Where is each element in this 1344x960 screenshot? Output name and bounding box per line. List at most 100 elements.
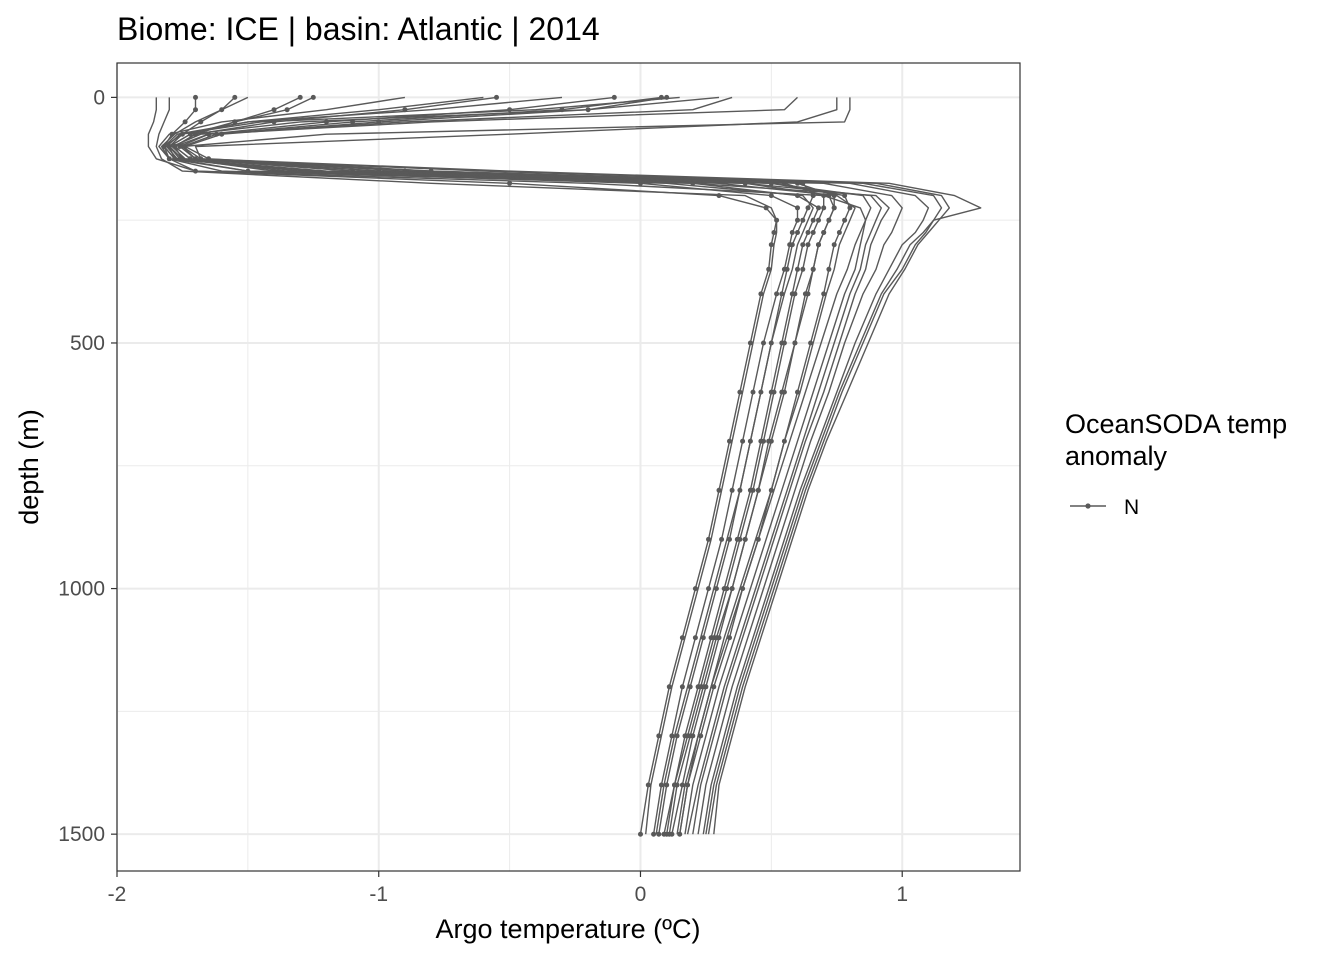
profile-point [747, 340, 753, 346]
x-tick-label: 1 [896, 883, 908, 906]
profile-point [792, 291, 798, 297]
profile-point [716, 487, 722, 493]
profile-point [781, 340, 787, 346]
profile-point [706, 586, 711, 592]
profile-point [826, 266, 832, 272]
y-axis-title: depth (m) [14, 409, 44, 525]
profile-point [679, 782, 685, 788]
profile-point [284, 107, 290, 113]
profile-point [297, 94, 303, 100]
profile-point [656, 831, 662, 837]
profile-point [795, 217, 800, 223]
profile-point [831, 242, 837, 248]
profile-point [795, 389, 800, 395]
x-axis: -2 -1 0 1 [108, 871, 908, 906]
profile-point [740, 438, 746, 444]
profile-point [687, 684, 693, 690]
plot-border [116, 62, 1021, 872]
profile-point [800, 266, 806, 272]
profile-point [805, 242, 811, 248]
profile-line [194, 97, 982, 835]
profile-line [168, 96, 930, 835]
profile-point [774, 291, 780, 297]
profile-point [784, 266, 790, 272]
profile-point [669, 733, 675, 739]
y-tick-label: 500 [70, 332, 105, 355]
profile-point [651, 831, 657, 837]
profile-point [193, 107, 198, 113]
profile-point [182, 119, 188, 125]
profile-point [821, 230, 827, 235]
profile-point [664, 782, 670, 788]
profile-point [847, 205, 853, 211]
profile-point [674, 782, 680, 788]
profile-point [658, 782, 664, 788]
legend-title-line-2: anomaly [1065, 441, 1168, 471]
profile-point [789, 242, 795, 248]
profile-line [171, 96, 872, 835]
profile-point [713, 635, 719, 641]
profile-point [761, 438, 766, 444]
profile-point [727, 635, 732, 641]
profile-point [816, 242, 821, 248]
profile-point [768, 438, 774, 444]
profile-point [656, 733, 662, 739]
chart-title: Biome: ICE | basin: Atlantic | 2014 [117, 11, 600, 47]
legend-title-line-1: OceanSODA temp [1065, 409, 1287, 439]
profile-point [692, 635, 698, 641]
profile-line [160, 96, 882, 835]
profile-point [729, 487, 735, 493]
profile-point [800, 217, 806, 223]
profile-point [842, 193, 848, 199]
profile-point [711, 684, 717, 690]
profile-line [181, 97, 950, 835]
profile-point [507, 180, 513, 186]
profile-point [810, 217, 816, 223]
profile-point [727, 536, 732, 542]
profile-point [750, 389, 756, 395]
profile-point [611, 94, 617, 100]
profile-point [737, 536, 743, 542]
profile-point [724, 586, 730, 592]
profile-point [805, 230, 811, 235]
profile-line [147, 97, 867, 835]
plot-panel [117, 63, 1020, 871]
legend-key-point [1085, 503, 1091, 509]
profile-point [802, 291, 808, 297]
profile-point [826, 217, 832, 223]
profile-point [810, 266, 816, 272]
y-tick-label: 1000 [58, 578, 105, 601]
profile-point [638, 831, 643, 837]
profile-line [173, 96, 943, 835]
profile-point [816, 217, 821, 223]
x-tick-label: -2 [108, 883, 127, 906]
profile-point [727, 438, 732, 444]
profile-line [155, 97, 778, 835]
profile-point [687, 733, 693, 739]
profile-point [789, 230, 795, 235]
profile-point [271, 107, 277, 113]
series-layer [147, 94, 982, 837]
profile-point [692, 586, 698, 592]
profile-point [700, 635, 706, 641]
x-tick-label: 0 [635, 883, 647, 906]
profile-point [700, 684, 706, 690]
profile-point [494, 94, 499, 100]
profile-point [729, 586, 735, 592]
y-tick-label: 0 [93, 86, 105, 109]
profile-point [795, 266, 800, 272]
profile-point [742, 536, 748, 542]
profile-point [737, 389, 743, 395]
profile-line [165, 96, 856, 835]
profile-point [842, 217, 848, 223]
profile-line [163, 96, 890, 835]
profile-point [795, 230, 800, 235]
profile-point [761, 340, 766, 346]
profile-line [184, 96, 814, 835]
x-axis-title: Argo temperature (ºC) [436, 914, 701, 944]
profile-point [821, 205, 827, 211]
profile-point [779, 291, 785, 297]
profile-point [792, 340, 798, 346]
profile-point [713, 586, 719, 592]
